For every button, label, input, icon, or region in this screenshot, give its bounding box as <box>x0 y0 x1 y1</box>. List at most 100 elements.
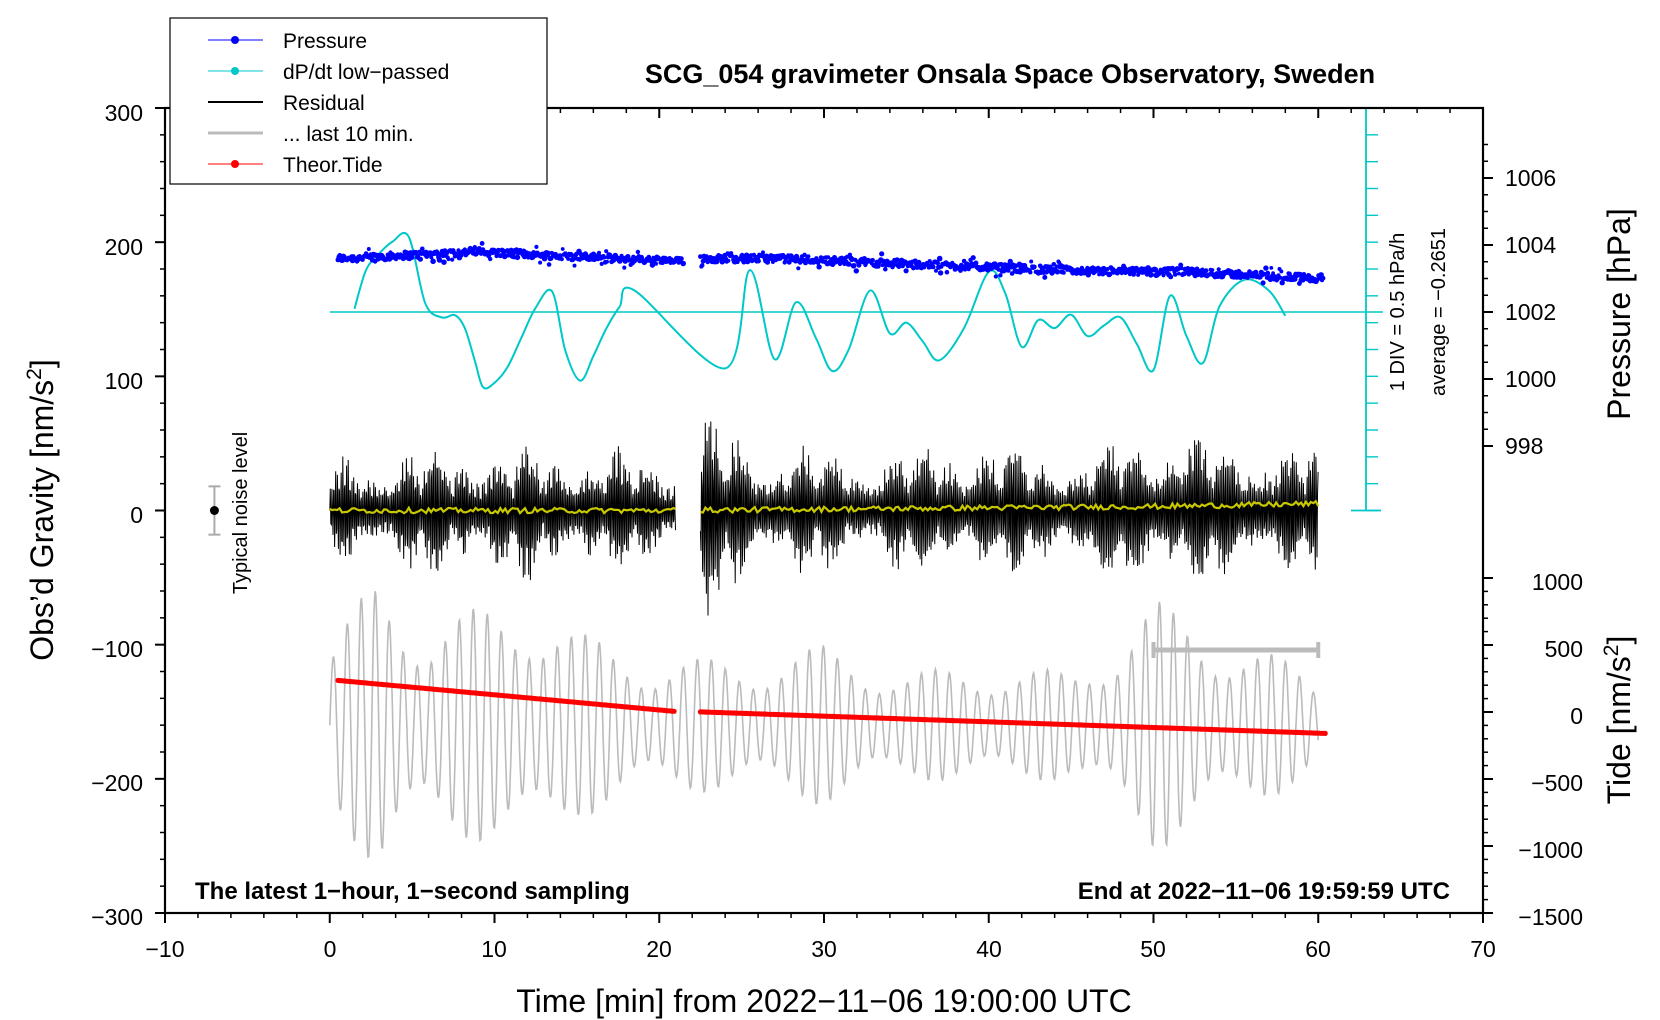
x-tick-label: 20 <box>646 936 672 962</box>
pressure-point <box>441 259 447 265</box>
pressure-point <box>1006 268 1011 273</box>
x-tick-labels: −10 0 10 20 30 40 50 60 70 <box>145 936 1495 962</box>
pressure-point <box>936 255 943 262</box>
pressure-point <box>572 263 577 268</box>
y-left-tick-label: −200 <box>91 770 143 796</box>
pressure-point <box>879 251 885 257</box>
pressure-point <box>602 255 607 260</box>
pressure-tick-label: 1006 <box>1505 165 1556 191</box>
annotation-end-time: End at 2022−11−06 19:59:59 UTC <box>1078 878 1450 905</box>
y-pressure-tick-labels: 1006 1004 1002 1000 998 <box>1505 165 1556 459</box>
annotation-marks-layer <box>208 485 221 536</box>
tide-tick-label: 0 <box>1570 703 1583 729</box>
tide-tick-label: −500 <box>1531 770 1583 796</box>
last-10-min-line <box>329 591 1319 859</box>
pressure-point <box>726 258 731 263</box>
pressure-point <box>806 254 811 259</box>
pressure-point <box>401 255 407 261</box>
pressure-point <box>429 255 434 260</box>
pressure-point <box>1054 264 1059 269</box>
pressure-point <box>546 262 552 267</box>
pressure-point <box>1042 274 1048 280</box>
tide-tick-label: −1000 <box>1518 837 1583 863</box>
y-left-tick-label: −300 <box>91 904 143 930</box>
pressure-point <box>394 257 398 262</box>
pressure-axis-title: Pressure [hPa] <box>1601 208 1637 420</box>
y-left-tick-label: −100 <box>91 636 143 662</box>
pressure-point <box>1028 270 1033 275</box>
pressure-point <box>635 249 641 255</box>
pressure-point <box>755 258 761 264</box>
pressure-point <box>604 249 609 254</box>
pressure-point <box>802 252 807 257</box>
pressure-point <box>1210 268 1215 272</box>
legend-label-last-10-min: ... last 10 min. <box>283 123 414 146</box>
pressure-point <box>1279 280 1285 286</box>
pressure-point <box>1105 267 1110 272</box>
x-tick-label: 40 <box>976 936 1002 962</box>
x-tick-label: −10 <box>145 936 184 962</box>
pressure-point <box>896 265 901 269</box>
residual-layer <box>329 421 1320 616</box>
pressure-point <box>1253 269 1259 275</box>
tide-axis-title-sup: 2 <box>1600 645 1623 657</box>
residual-line <box>699 421 1319 616</box>
pressure-point <box>1215 273 1221 279</box>
pressure-point <box>1061 270 1066 275</box>
pressure-point <box>605 259 609 264</box>
tide-tick-label: −1500 <box>1518 904 1583 930</box>
pressure-point <box>622 265 627 270</box>
pressure-point <box>870 257 875 263</box>
y-left-tick-labels: 300 200 100 0 −100 −200 −300 <box>91 100 143 930</box>
pressure-tick-label: 1002 <box>1505 299 1556 325</box>
pressure-point <box>560 247 565 251</box>
tide-axis-title: Tide [nm/s2] <box>1600 636 1637 805</box>
pressure-point <box>846 261 852 267</box>
pressure-tick-label: 1000 <box>1505 366 1556 392</box>
pressure-point <box>649 262 656 268</box>
pressure-point <box>826 255 831 260</box>
y-tide-tick-labels: 1000 500 0 −500 −1000 −1500 <box>1518 569 1583 930</box>
pressure-point <box>1149 272 1154 278</box>
pressure-point <box>937 270 944 276</box>
residual-mean-line <box>329 505 677 515</box>
y-left-axis-title: Obs’d Gravity [nm/s2] <box>23 359 60 661</box>
pressure-point <box>1269 266 1274 270</box>
legend-markers <box>208 36 263 168</box>
pressure-point <box>1260 280 1266 286</box>
tide-axis-title-main: Tide [nm/s <box>1601 656 1637 804</box>
pressure-point <box>1320 275 1326 281</box>
pressure-point <box>761 250 765 255</box>
x-tick-label: 10 <box>481 936 507 962</box>
pressure-point <box>1265 270 1271 276</box>
x-tick-label: 60 <box>1305 936 1331 962</box>
x-axis-title: Time [min] from 2022−11−06 19:00:00 UTC <box>516 983 1131 1019</box>
pressure-point <box>935 260 940 266</box>
pressure-point <box>998 273 1003 278</box>
legend-label-pressure: Pressure <box>283 30 367 53</box>
pressure-point <box>751 252 757 258</box>
pressure-point <box>599 261 604 266</box>
pressure-point <box>534 244 539 249</box>
legend-label-tide: Theor.Tide <box>283 154 383 177</box>
pressure-point <box>1097 272 1102 277</box>
pressure-point <box>1107 271 1113 277</box>
pressure-point <box>1032 264 1037 269</box>
dpdt-line <box>353 231 1287 390</box>
y-left-tick-label: 100 <box>105 368 143 394</box>
noise-bar-center <box>209 506 219 515</box>
y-left-tick-label: 300 <box>105 100 143 126</box>
pressure-point <box>1263 265 1269 271</box>
x-tick-label: 70 <box>1470 936 1496 962</box>
y-left-axis-title-end: ] <box>24 359 60 368</box>
tide-point <box>671 708 677 714</box>
y-left-axis-title-sup: 2 <box>23 368 46 380</box>
pressure-point <box>931 264 936 270</box>
pressure-point <box>450 257 455 262</box>
pressure-point <box>485 250 490 254</box>
pressure-point <box>927 259 932 264</box>
pressure-point <box>786 259 792 265</box>
pressure-point <box>538 260 543 265</box>
pressure-point <box>1007 258 1013 264</box>
chart-title: SCG_054 gravimeter Onsala Space Observat… <box>645 59 1375 89</box>
